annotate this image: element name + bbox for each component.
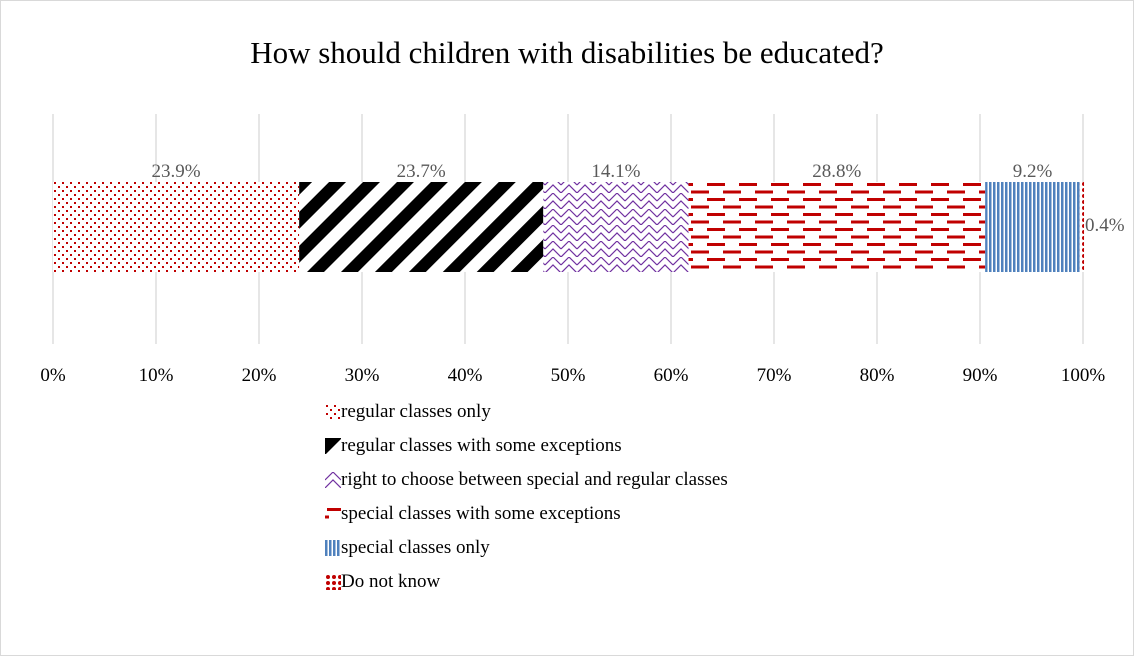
- x-tick-label: 50%: [551, 365, 586, 386]
- legend-item: right to choose between special and regu…: [325, 469, 728, 503]
- x-axis-tick-labels: 0% 10% 20% 30% 40% 50% 60% 70% 80% 90% 100%: [40, 365, 1105, 386]
- bar-segment: [543, 182, 689, 272]
- x-tick-label: 30%: [345, 365, 380, 386]
- legend-label: special classes only: [341, 537, 490, 558]
- legend-item: regular classes only: [325, 401, 728, 435]
- legend-label: right to choose between special and regu…: [341, 469, 728, 490]
- data-labels: 23.9% 23.7% 14.1% 28.8% 9.2% 0.4%: [152, 161, 1125, 236]
- bar-segment: [53, 182, 300, 272]
- legend-label: regular classes with some exceptions: [341, 435, 622, 456]
- x-tick-label: 100%: [1061, 365, 1106, 386]
- legend-item: special classes with some exceptions: [325, 503, 728, 537]
- legend-item: Do not know: [325, 571, 728, 605]
- x-tick-label: 70%: [757, 365, 792, 386]
- bar-segment: [299, 182, 544, 272]
- data-label: 23.7%: [397, 161, 446, 182]
- x-tick-label: 0%: [40, 365, 66, 386]
- x-tick-label: 40%: [448, 365, 483, 386]
- x-tick-label: 90%: [963, 365, 998, 386]
- data-label: 0.4%: [1085, 215, 1125, 236]
- plot-area: 23.9% 23.7% 14.1% 28.8% 9.2% 0.4% 0% 10% 20% 30%…: [40, 114, 1125, 386]
- legend-swatch: [325, 472, 341, 488]
- legend-item: special classes only: [325, 537, 728, 571]
- x-tick-label: 80%: [860, 365, 895, 386]
- legend-swatch: [325, 574, 341, 590]
- legend-swatch: [325, 438, 341, 454]
- legend-label: Do not know: [341, 571, 441, 592]
- data-label: 14.1%: [591, 161, 640, 182]
- data-label: 28.8%: [812, 161, 861, 182]
- data-label: 9.2%: [1013, 161, 1053, 182]
- chart-title: How should children with disabilities be…: [250, 35, 884, 70]
- bar-segments: [53, 182, 1085, 272]
- bar-segment: [1079, 182, 1085, 272]
- legend-item: regular classes with some exceptions: [325, 435, 728, 469]
- bar-segment: [688, 182, 986, 272]
- bar-segment: [985, 182, 1080, 272]
- legend-swatch: [325, 506, 341, 522]
- legend-swatch: [325, 540, 341, 556]
- x-tick-label: 10%: [139, 365, 174, 386]
- legend-label: regular classes only: [341, 401, 491, 422]
- x-tick-label: 20%: [242, 365, 277, 386]
- x-tick-label: 60%: [654, 365, 689, 386]
- data-label: 23.9%: [152, 161, 201, 182]
- legend: regular classes only regular classes with…: [325, 401, 728, 605]
- legend-swatch: [325, 404, 341, 420]
- legend-label: special classes with some exceptions: [341, 503, 621, 524]
